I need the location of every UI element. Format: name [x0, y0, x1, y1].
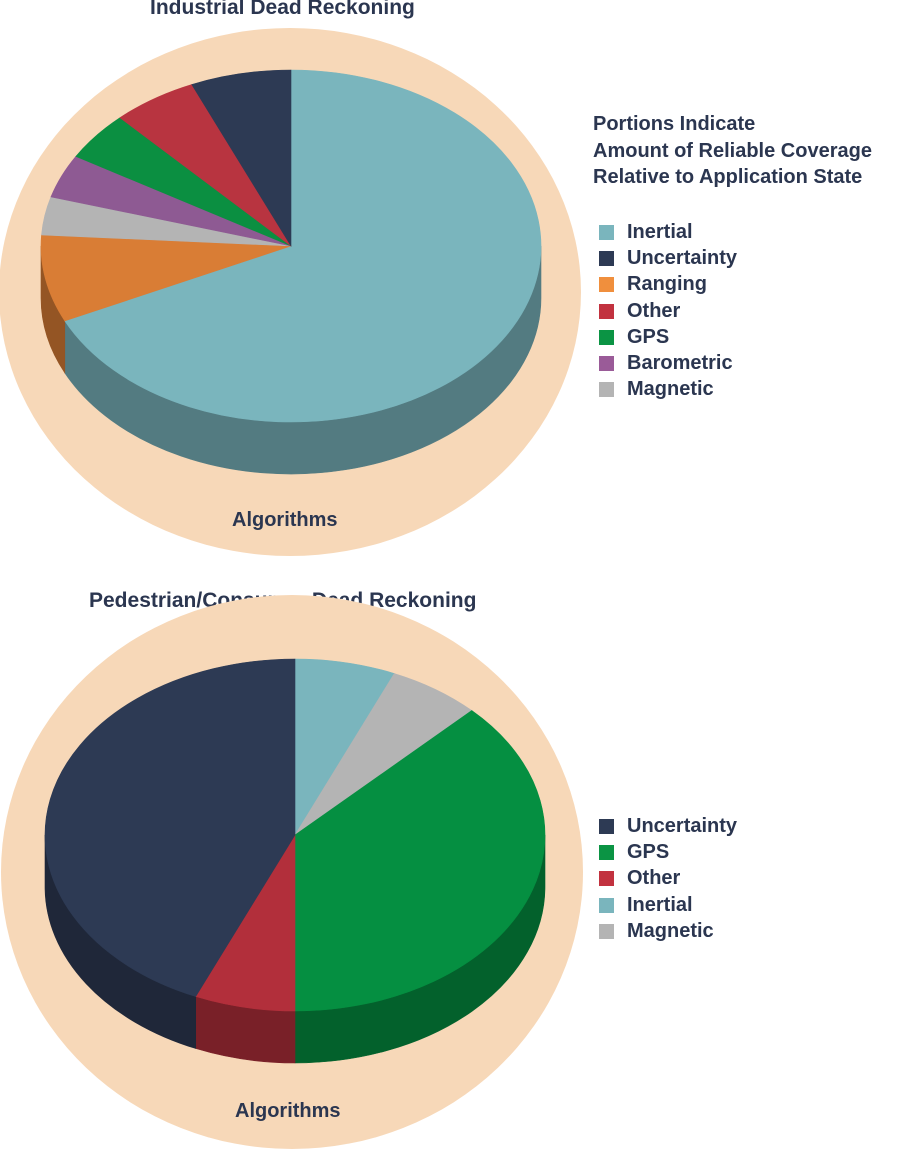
legend-swatch-magnetic [599, 923, 614, 939]
legend-item-gps: GPS [599, 324, 737, 350]
legend-item-other: Other [599, 298, 737, 324]
legend-swatch-barometric [599, 356, 614, 372]
legend-swatch-other [599, 871, 614, 887]
legend-item-magnetic: Magnetic [599, 918, 737, 944]
chart-1-slice-uncertainty [191, 69, 292, 248]
chart-2-legend: Uncertainty GPS Other Inertial Magnetic [599, 813, 737, 944]
pie-chart-1 [0, 28, 581, 556]
legend-label-gps: GPS [627, 325, 670, 348]
legend-label-inertial: Inertial [627, 220, 693, 243]
pie-chart-2 [1, 595, 583, 1149]
chart-1-title: Industrial Dead Reckoning [150, 0, 415, 19]
legend-label-other: Other [627, 299, 681, 322]
chart-1-slice-inertial [64, 69, 542, 423]
legend-label-magnetic: Magnetic [627, 378, 714, 401]
legend-label-ranging: Ranging [627, 273, 707, 296]
legend-label-uncertainty: Uncertainty [627, 246, 738, 269]
legend-swatch-other [599, 303, 614, 319]
legend-item-ranging: Ranging [599, 272, 737, 298]
legend-item-gps: GPS [599, 839, 737, 865]
legend-label-inertial: Inertial [627, 893, 693, 916]
chart-1-algorithms-label: Algorithms [232, 509, 338, 531]
legend-swatch-ranging [599, 277, 614, 293]
legend-item-other: Other [599, 866, 737, 892]
legend-swatch-gps [599, 844, 614, 860]
legend-label-magnetic: Magnetic [627, 919, 714, 942]
legend-label-uncertainty: Uncertainty [627, 814, 738, 837]
legend-label-other: Other [627, 867, 681, 890]
legend-swatch-magnetic [599, 382, 614, 398]
legend-swatch-gps [599, 329, 614, 345]
chart-1-slice-ranging [40, 234, 292, 322]
chart-2-slice-uncertainty [44, 658, 296, 997]
legend-label-barometric: Barometric [627, 352, 733, 375]
legend-swatch-uncertainty [599, 818, 614, 834]
legend-swatch-inertial [599, 897, 614, 913]
legend-item-inertial: Inertial [599, 892, 737, 918]
chart-1-legend: Inertial Uncertainty Ranging Other GPS Barome… [599, 219, 737, 403]
legend-item-barometric: Barometric [599, 350, 737, 376]
coverage-note-line-3: Relative to Application State [593, 166, 863, 188]
coverage-note: Portions Indicate Amount of Reliable Cov… [593, 111, 872, 191]
chart-2-slice-gps [294, 710, 546, 1012]
chart-2-algorithms-label: Algorithms [235, 1100, 341, 1122]
coverage-note-line-2: Amount of Reliable Coverage [593, 139, 872, 162]
legend-swatch-inertial [599, 224, 614, 240]
legend-swatch-uncertainty [599, 250, 614, 266]
legend-item-inertial: Inertial [599, 219, 737, 245]
legend-label-gps: GPS [627, 840, 670, 863]
legend-item-uncertainty: Uncertainty [599, 245, 737, 271]
legend-item-uncertainty: Uncertainty [599, 813, 737, 839]
coverage-note-line-1: Portions Indicate [593, 113, 756, 135]
legend-item-magnetic: Magnetic [599, 377, 737, 403]
